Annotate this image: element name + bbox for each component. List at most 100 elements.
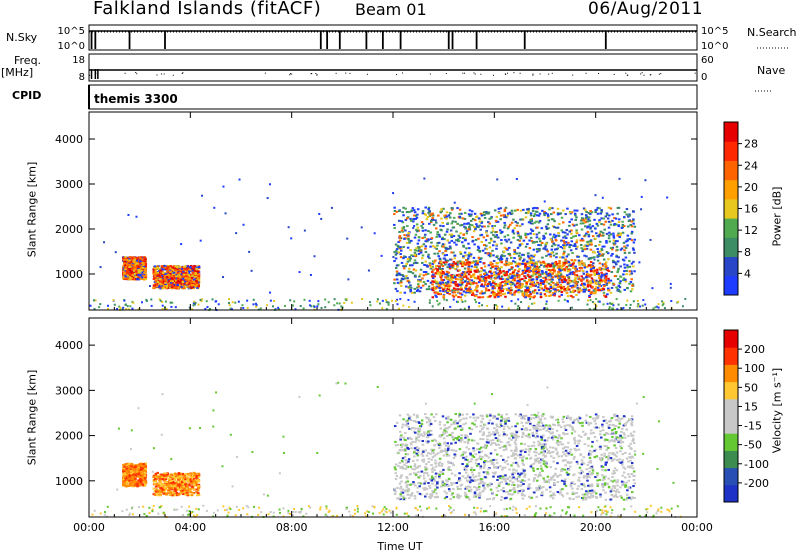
power-cell [575,282,579,285]
power-cell [439,278,443,281]
nave-point [135,72,137,74]
power-cell [169,281,173,284]
power-cell [480,220,484,223]
power-cell [268,183,271,186]
power-cell [488,222,491,225]
power-cell [533,289,537,292]
power-cell [385,298,388,301]
power-cell [485,244,488,247]
power-cell [549,238,553,241]
power-cell [463,251,467,254]
power-cell [186,271,189,274]
power-cell [449,264,453,267]
power-cell [189,283,192,286]
power-cell [124,257,127,260]
power-cell [512,232,516,235]
power-cell [436,231,439,234]
power-cell [559,212,563,215]
power-cell [471,293,475,296]
power-cell [514,290,518,293]
power-cell [161,301,164,304]
power-cell [133,276,136,279]
power-cell [408,286,411,289]
power-cell [163,275,167,278]
power-cell [442,282,445,285]
power-cell [409,270,413,273]
power-cell [191,308,194,311]
power-cell [513,279,517,282]
power-cell [509,282,512,285]
power-cell [482,211,486,214]
power-cell [582,262,585,265]
power-cell [462,290,466,293]
power-cell [454,284,458,287]
power-cell [446,291,449,294]
power-cell [631,283,635,286]
power-cell [167,276,170,279]
power-cell [468,251,471,254]
power-cell [393,282,396,285]
power-cell [448,263,452,266]
power-cell [439,272,443,275]
power-cell [99,266,102,269]
power-cell [467,222,470,225]
power-cell [548,291,551,294]
power-cell [392,192,395,195]
power-cell [463,280,467,283]
power-cell [394,300,397,303]
power-cell [521,284,524,287]
power-cell [483,225,486,228]
power-cell [591,235,595,238]
power-cell [157,285,161,288]
power-cell [464,275,468,278]
power-cell [580,261,584,264]
power-cell [669,286,672,289]
power-cell [412,220,415,223]
power-cell [483,291,487,294]
power-cell [533,213,537,216]
nave-point [532,74,534,76]
power-cell [234,301,237,304]
power-cell [605,272,608,275]
power-cell [160,275,164,278]
power-cell [521,294,525,297]
nave-point [163,73,165,75]
power-cell [482,269,485,272]
power-cell [459,286,463,289]
power-cell [545,227,549,230]
power-cell [413,214,416,217]
power-cell [192,285,196,288]
power-cell [133,278,136,281]
power-cell [677,300,680,303]
power-cell [181,284,184,287]
power-cell [439,289,442,292]
nave-point [480,73,482,75]
power-cell [527,262,530,265]
power-cell [99,303,102,306]
power-cell [508,254,512,257]
power-cell [640,208,643,211]
power-cell [547,219,550,222]
power-cell [570,294,573,297]
power-cell [543,210,546,213]
power-cell [408,267,411,270]
power-cell [481,292,484,295]
power-cell [449,284,452,287]
power-cell [162,273,166,276]
power-cell [182,271,185,274]
power-cell [612,236,616,239]
power-cell [427,238,430,241]
power-cell [441,270,445,273]
power-cell [607,279,610,282]
power-cell [122,272,126,275]
power-cell [551,272,555,275]
power-cell [596,224,600,227]
power-cell [467,242,470,245]
power-cell [486,304,489,307]
power-cell [510,256,513,259]
power-cell [154,270,157,273]
power-cell [472,282,475,285]
power-cell [482,277,485,280]
power-cell [433,275,437,278]
power-cell [425,238,429,241]
